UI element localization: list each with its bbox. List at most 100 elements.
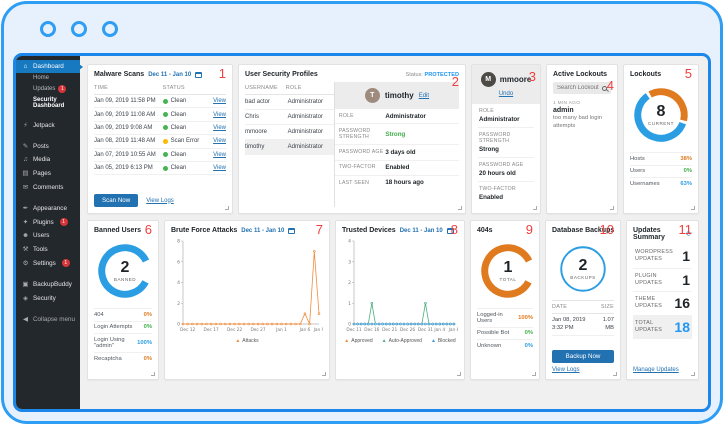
resize-handle[interactable] <box>457 372 461 376</box>
card-title: Lockouts <box>630 71 662 78</box>
manage-updates-link[interactable]: Manage Updates <box>633 367 679 373</box>
backup-now-button[interactable]: Backup Now <box>552 350 614 363</box>
resize-handle[interactable] <box>533 206 537 210</box>
trusted-devices-line-chart: 0 1 2 3 4 Dec 11 Dec 16 Dec 21 Dec 26 Dec 31 Jan 4… <box>346 239 458 333</box>
sidebar-item-posts[interactable]: ✎ Posts <box>16 139 80 153</box>
avatar: T <box>364 88 380 103</box>
view-link[interactable]: View <box>213 138 226 145</box>
detail-label: LAST SEEN <box>338 179 370 186</box>
column-status: STATUS <box>162 85 185 91</box>
resize-handle[interactable] <box>691 206 695 210</box>
detail-label: ROLE <box>338 112 354 119</box>
scan-time: Jan 08, 2019 11:48 AM <box>94 138 156 145</box>
stat-row: Logged-in Users 100% <box>477 308 533 327</box>
column-time: TIME <box>94 85 109 91</box>
lockout-username: admin <box>553 107 574 114</box>
card-title: Active Lockouts <box>553 71 608 78</box>
detail-value: Strong <box>385 130 406 138</box>
sidebar-item-appearance[interactable]: ✒ Appearance <box>16 201 80 215</box>
sidebar-subitem-security-dashboard[interactable]: Security Dashboard <box>16 95 80 111</box>
lockout-entry[interactable]: 1 MIN AGO admin too many bad login attem… <box>553 94 611 130</box>
sidebar-item-backupbuddy[interactable]: ▣ BackupBuddy <box>16 277 80 291</box>
users-icon: ☻ <box>22 232 29 239</box>
stat-row: Usernames 63% <box>630 177 692 190</box>
view-link[interactable]: View <box>213 151 226 158</box>
resize-handle[interactable] <box>225 206 229 210</box>
undo-link[interactable]: Undo <box>498 91 514 97</box>
scan-time: Jan 07, 2019 10:55 AM <box>94 151 156 158</box>
resize-handle[interactable] <box>322 372 326 376</box>
detail-value: 3 days old <box>385 148 416 156</box>
window-control-button[interactable] <box>102 20 118 37</box>
sidebar-item-security[interactable]: ◈ Security <box>16 291 80 305</box>
window-control-button[interactable] <box>40 20 56 37</box>
table-row: Jan 09, 2019 9:08 AM Clean View <box>94 122 226 136</box>
scan-status: Clean <box>170 124 187 131</box>
user-row[interactable]: bad actor Administrator <box>245 95 334 110</box>
view-link[interactable]: View <box>213 111 226 118</box>
plugins-count-badge: 1 <box>59 218 68 226</box>
search-input[interactable] <box>557 85 599 91</box>
card-banned-users: 6 Banned Users 2 BANNED 404 0% Login Attem… <box>87 220 159 380</box>
user-row[interactable]: mmoore Administrator <box>245 125 334 140</box>
resize-handle[interactable] <box>691 372 695 376</box>
user-row-selected[interactable]: timothy Administrator <box>245 140 334 155</box>
lockout-reason: too many bad login attempts <box>553 115 602 129</box>
detail-label: PASSWORD AGE <box>338 149 384 156</box>
search-icon[interactable] <box>602 85 607 91</box>
svg-text:2: 2 <box>348 280 351 286</box>
calendar-icon[interactable] <box>446 227 454 234</box>
calendar-icon[interactable] <box>288 227 296 234</box>
window-control-button[interactable] <box>71 20 87 37</box>
date-range[interactable]: Dec 11 - Jan 10 <box>148 71 192 78</box>
card-brute-force-attacks: 7 Brute Force Attacks Dec 11 - Jan 10 0 2… <box>164 220 330 380</box>
stat-row: 404 0% <box>94 308 152 321</box>
view-link[interactable]: View <box>213 98 226 105</box>
sidebar-item-media[interactable]: ♫ Media <box>16 153 80 166</box>
edit-link[interactable]: Edit <box>418 92 430 99</box>
resize-handle[interactable] <box>613 372 617 376</box>
sidebar-item-collapse-menu[interactable]: ◀ Collapse menu <box>16 312 80 326</box>
detail-username: mmoore <box>499 75 532 84</box>
sidebar-item-tools[interactable]: ⚒ Tools <box>16 242 80 256</box>
resize-handle[interactable] <box>532 372 536 376</box>
view-link[interactable]: View <box>213 165 226 172</box>
sidebar-item-settings[interactable]: ⚙ Settings 1 <box>16 256 80 270</box>
sidebar-subitem-home[interactable]: Home <box>16 73 80 83</box>
sidebar-subitem-updates[interactable]: Updates 1 <box>16 83 80 95</box>
404s-count: 1 <box>503 259 513 276</box>
sidebar-item-comments[interactable]: ✉ Comments <box>16 180 80 194</box>
view-logs-link[interactable]: View Logs <box>146 197 174 204</box>
user-row[interactable]: Chris Administrator <box>245 110 334 125</box>
sidebar-item-jetpack[interactable]: ⚡ Jetpack <box>16 118 80 132</box>
sidebar-item-label: Home <box>33 75 50 81</box>
scan-now-button[interactable]: Scan Now <box>94 194 139 207</box>
status-dot <box>162 152 168 158</box>
resize-handle[interactable] <box>458 206 462 210</box>
detail-label: PASSWORD STRENGTH <box>338 127 371 141</box>
calendar-icon[interactable] <box>195 71 203 78</box>
lockouts-search <box>553 82 611 94</box>
column-role: ROLE <box>285 85 302 91</box>
sidebar-item-label: Collapse menu <box>33 315 76 323</box>
sidebar-item-dashboard[interactable]: ⌂ Dashboard <box>16 60 83 73</box>
sidebar-item-users[interactable]: ☻ Users <box>16 229 80 242</box>
resize-handle[interactable] <box>610 206 614 210</box>
lockouts-count: 8 <box>656 103 666 120</box>
svg-text:3: 3 <box>348 259 351 265</box>
svg-text:4: 4 <box>348 239 351 245</box>
settings-icon: ⚙ <box>22 260 29 267</box>
sidebar-item-pages[interactable]: ▤ Pages <box>16 166 80 180</box>
backupbuddy-icon: ▣ <box>22 281 29 288</box>
date-range[interactable]: Dec 11 - Jan 10 <box>241 227 285 234</box>
resize-handle[interactable] <box>151 372 155 376</box>
date-range[interactable]: Dec 11 - Jan 10 <box>399 227 443 234</box>
svg-text:Dec 12: Dec 12 <box>180 327 195 333</box>
scan-status: Clean <box>170 111 187 118</box>
status-dot <box>162 125 168 131</box>
scan-time: Jan 09, 2019 11:08 AM <box>94 111 156 118</box>
view-logs-link[interactable]: View Logs <box>552 367 580 373</box>
sidebar-item-plugins[interactable]: ✦ Plugins 1 <box>16 215 80 229</box>
view-link[interactable]: View <box>213 124 226 131</box>
media-icon: ♫ <box>23 156 28 163</box>
